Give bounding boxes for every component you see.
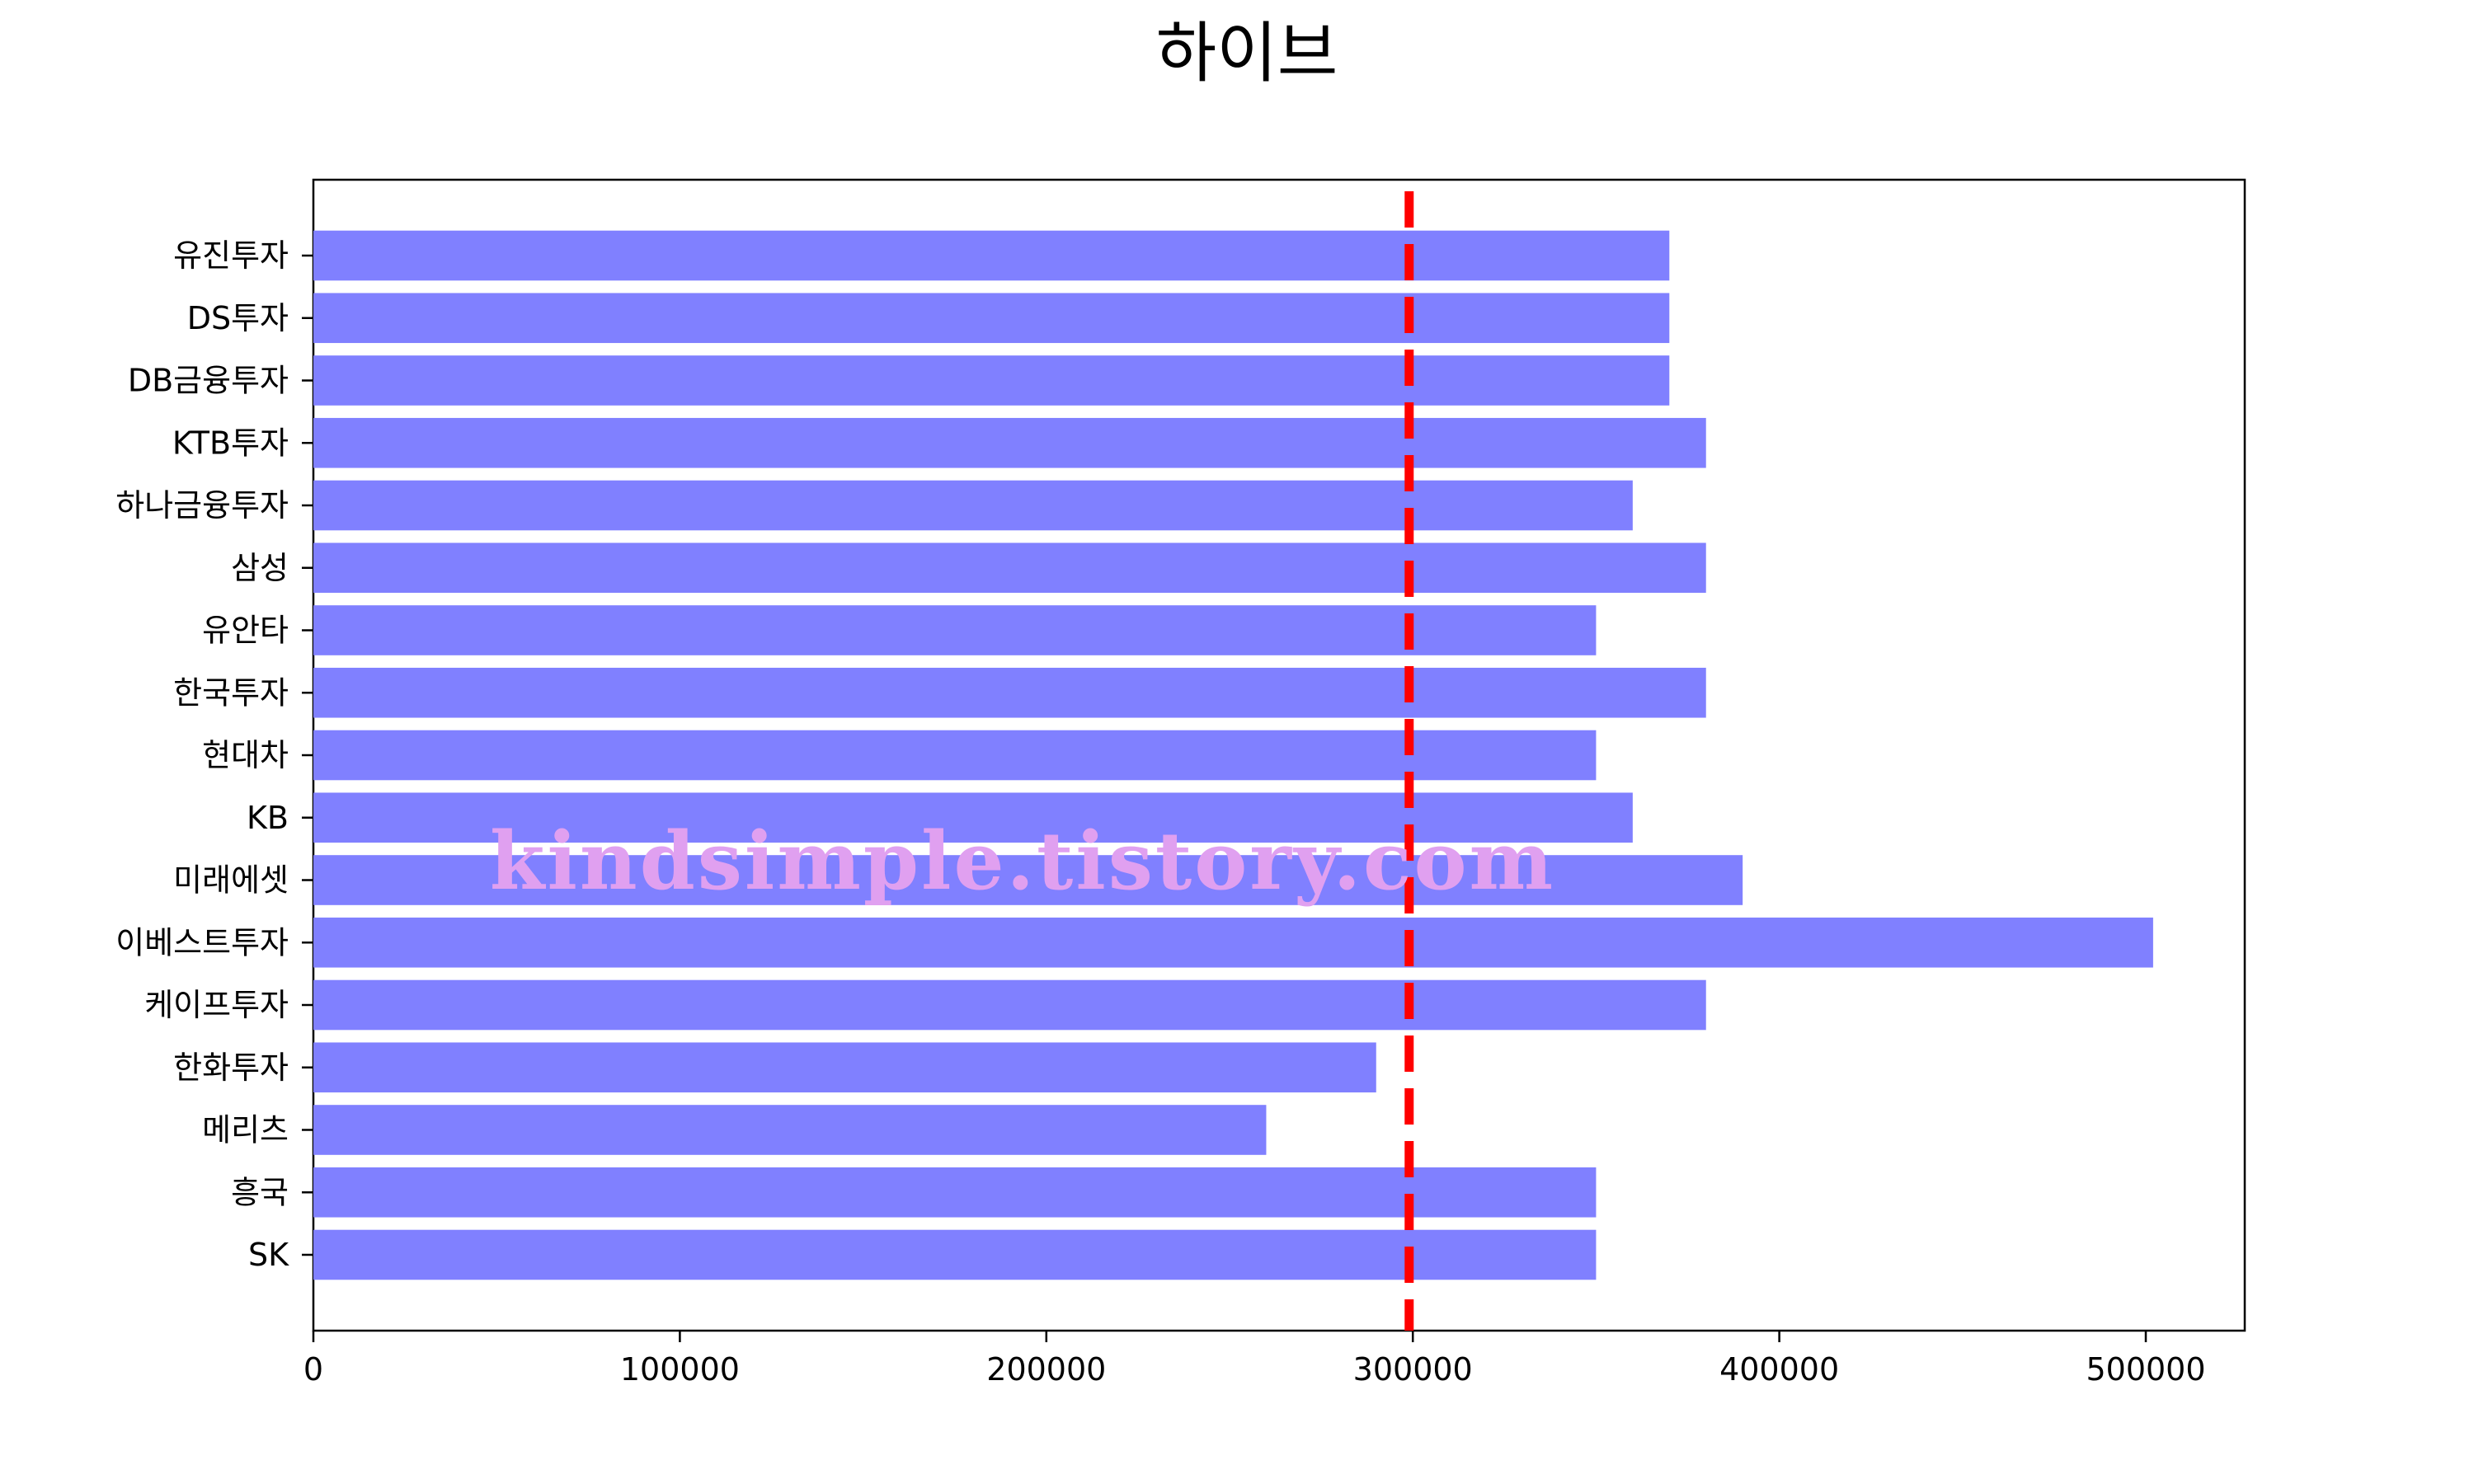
x-tick-label: 500000 xyxy=(2086,1351,2205,1388)
y-tick-label: 한국투자 xyxy=(173,674,289,711)
y-tick-label: KB xyxy=(247,800,289,836)
bar xyxy=(313,1229,1597,1280)
bar xyxy=(313,1105,1267,1155)
bar xyxy=(313,855,1743,905)
bar xyxy=(313,605,1597,655)
bar xyxy=(313,730,1597,781)
x-tick-label: 400000 xyxy=(1719,1351,1839,1388)
y-tick-label: 삼성 xyxy=(231,550,289,586)
y-tick-label: 케이프투자 xyxy=(144,987,289,1023)
x-axis: 0 100000 200000 300000 400000 500000 xyxy=(303,1331,2206,1388)
bar xyxy=(313,979,1706,1031)
x-tick-label: 200000 xyxy=(986,1351,1106,1388)
y-tick-label: 미래에셋 xyxy=(173,862,289,899)
bar xyxy=(313,667,1706,718)
y-tick-label: 유진투자 xyxy=(173,237,289,274)
y-tick-label: 유안타 xyxy=(202,613,289,649)
y-tick-label: 한화투자 xyxy=(173,1050,289,1086)
bar xyxy=(313,542,1706,594)
bar xyxy=(313,293,1670,344)
y-tick-label: 흥국 xyxy=(231,1174,289,1210)
y-tick-label: 메리츠 xyxy=(202,1112,289,1148)
y-tick-label: 이베스트투자 xyxy=(115,924,289,960)
y-tick-label: 현대차 xyxy=(202,737,289,773)
x-tick-label: 100000 xyxy=(620,1351,740,1388)
bar xyxy=(313,1167,1597,1218)
y-tick-label: KTB투자 xyxy=(172,425,289,461)
y-tick-label: SK xyxy=(248,1237,289,1273)
bar xyxy=(313,230,1670,281)
y-tick-label: 하나금융투자 xyxy=(115,487,289,524)
watermark: kindsimple.tistory.com xyxy=(490,815,1555,908)
bar-group xyxy=(313,230,2153,1280)
y-tick-label: DB금융투자 xyxy=(128,363,289,399)
x-tick-label: 300000 xyxy=(1353,1351,1473,1388)
chart-title: 하이브 xyxy=(1156,15,1338,92)
bar xyxy=(313,1042,1376,1093)
bar xyxy=(313,417,1706,468)
bar xyxy=(313,355,1670,406)
y-tick-label: DS투자 xyxy=(187,300,289,336)
bar xyxy=(313,480,1633,531)
bar xyxy=(313,917,2153,968)
x-tick-label: 0 xyxy=(303,1351,323,1388)
